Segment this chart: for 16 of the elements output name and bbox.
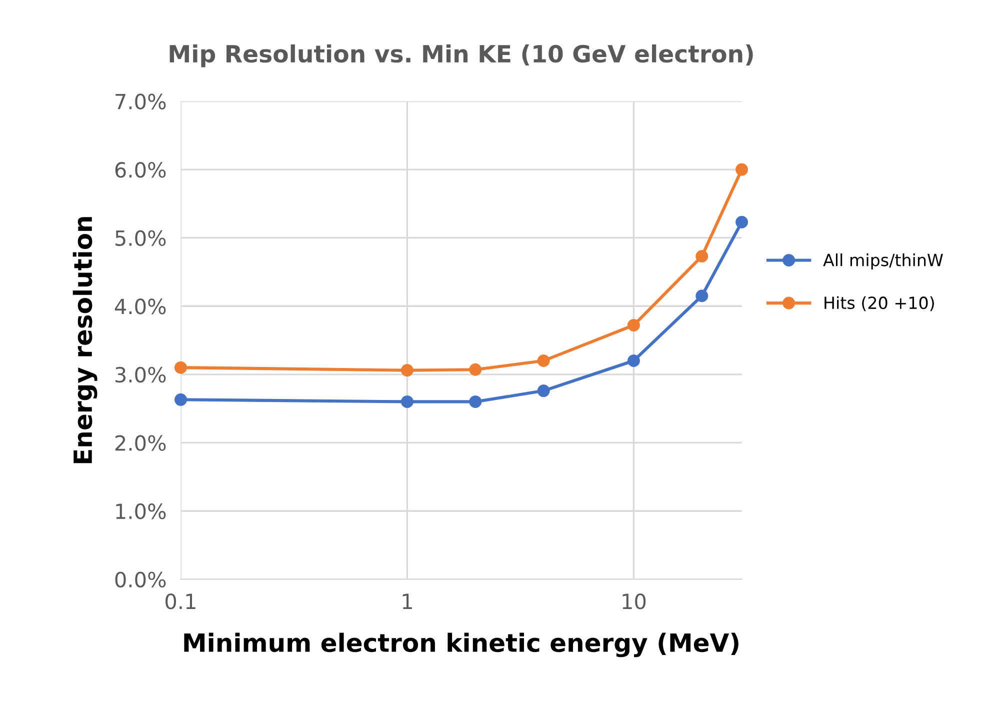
y-tick-label: 1.0% (116, 503, 166, 520)
y-tick-label: 5.0% (116, 230, 166, 246)
y-tick-label: 0.0% (115, 572, 166, 588)
y-tick-label: 7.0% (116, 94, 166, 110)
x-axis-title: Minimum electron kinetic energy (MeV) (184, 632, 738, 658)
x-tick-label: 0.1 (166, 594, 196, 610)
chart-title: Mip Resolution vs. Min KE (10 GeV electron) (170, 44, 753, 68)
legend-label: All mips/thinW (823, 253, 943, 270)
y-tick-label: 3.0% (116, 366, 166, 383)
y-tick-label: 6.0% (115, 162, 166, 178)
legend-label: Hits (20 +10) (824, 296, 934, 312)
x-tick-label: 1 (402, 594, 412, 609)
y-axis-title: Energy resolution (72, 217, 98, 464)
y-tick-label: 2.0% (115, 435, 166, 451)
x-tick-label: 10 (622, 594, 646, 610)
y-tick-label: 4.0% (114, 298, 166, 314)
